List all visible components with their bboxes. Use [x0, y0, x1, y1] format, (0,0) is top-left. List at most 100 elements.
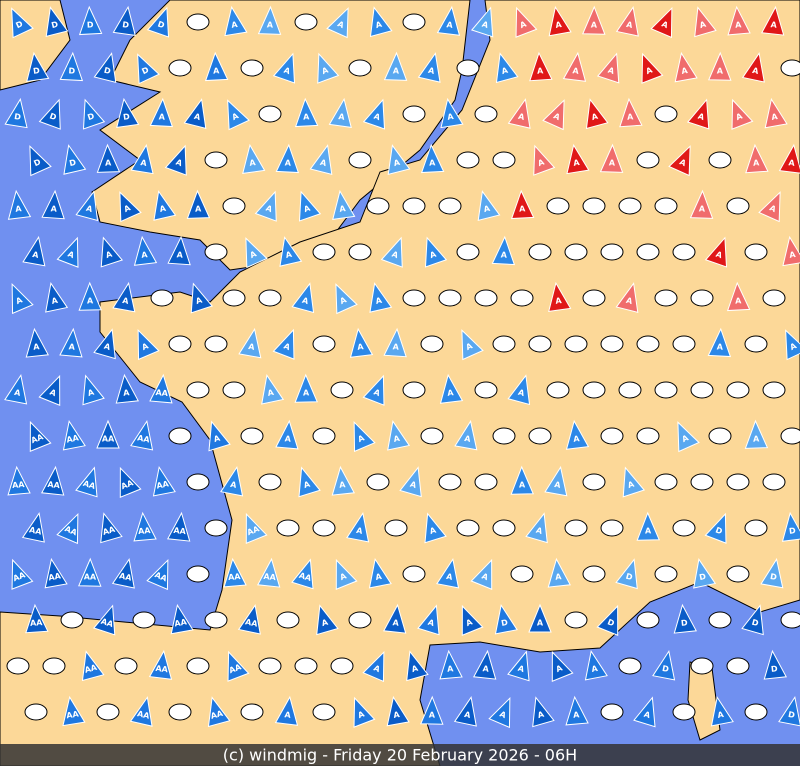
wind-triangle [744, 419, 769, 449]
calm-marker [726, 657, 750, 675]
wind-triangle [615, 558, 638, 590]
wind-triangle [331, 465, 355, 496]
wind-triangle [565, 695, 589, 726]
wind-label: A [176, 250, 184, 259]
wind-marker: A [4, 373, 28, 405]
wind-label: A [483, 204, 492, 214]
wind-marker: A [582, 5, 606, 35]
wind-triangle [275, 419, 299, 450]
calm-marker [276, 519, 300, 537]
wind-marker: D [741, 604, 764, 636]
wind-triangle [257, 5, 282, 35]
wind-label: A [285, 250, 294, 260]
wind-triangle [129, 696, 153, 727]
wind-label: A [123, 203, 133, 214]
wind-triangle [615, 282, 639, 313]
wind-triangle [294, 373, 318, 403]
wind-label: D [771, 664, 779, 674]
wind-label: AA [155, 388, 169, 398]
wind-triangle [62, 419, 86, 451]
wind-label: A [501, 66, 510, 77]
wind-triangle [387, 144, 411, 175]
wind-triangle [668, 145, 691, 177]
wind-marker: A [75, 190, 99, 222]
wind-triangle [495, 52, 519, 84]
wind-label: A [715, 250, 725, 261]
wind-triangle [279, 236, 303, 267]
wind-marker: A [424, 236, 448, 268]
wind-triangle [420, 143, 445, 174]
wind-triangle [38, 374, 61, 406]
wind-marker: A [507, 650, 530, 682]
calm-marker [402, 565, 426, 583]
wind-marker: A [369, 6, 393, 38]
wind-label: A [159, 204, 168, 214]
calm-marker [330, 381, 354, 399]
wind-label: A [122, 296, 130, 306]
wind-label: A [480, 571, 490, 582]
calm-marker [510, 565, 534, 583]
wind-label: A [87, 387, 96, 398]
calm-marker [240, 427, 264, 445]
wind-label: D [789, 526, 797, 536]
wind-marker: A [279, 236, 303, 267]
wind-marker: D [4, 97, 28, 129]
wind-triangle [75, 190, 99, 222]
calm-marker [690, 473, 714, 491]
wind-label: A [409, 480, 418, 491]
calm-marker [600, 243, 624, 261]
wind-label: A [336, 19, 346, 30]
wind-label: AA [228, 572, 242, 582]
wind-marker: A [510, 189, 535, 220]
wind-triangle [507, 650, 530, 682]
wind-label: A [447, 388, 455, 398]
wind-label: A [447, 664, 455, 674]
wind-marker: A [548, 281, 572, 313]
calm-marker [168, 427, 192, 445]
wind-marker: A [707, 327, 732, 358]
wind-triangle [383, 327, 407, 358]
wind-marker: A [622, 466, 646, 498]
wind-marker: A [204, 51, 229, 82]
wind-marker: D [763, 649, 787, 680]
wind-triangle [78, 5, 103, 36]
wind-label: D [751, 618, 760, 629]
wind-marker: D [93, 52, 117, 83]
wind-label: A [519, 204, 526, 213]
calm-marker [582, 473, 606, 491]
wind-label: A [357, 709, 367, 720]
calm-marker [312, 335, 336, 353]
wind-label: A [788, 158, 796, 168]
wind-marker: A [96, 143, 121, 173]
calm-marker [168, 59, 192, 77]
wind-label: A [373, 112, 383, 123]
wind-marker: A [406, 650, 429, 682]
wind-marker: A [119, 191, 142, 223]
wind-triangle [82, 98, 106, 130]
wind-triangle [362, 650, 385, 683]
wind-triangle [328, 97, 352, 129]
wind-label: D [714, 525, 724, 536]
wind-marker: A [533, 144, 556, 176]
calm-marker [186, 381, 210, 399]
wind-triangle [93, 52, 117, 83]
wind-label: A [555, 572, 563, 582]
calm-marker [672, 335, 696, 353]
wind-label: A [735, 20, 743, 30]
wind-label: A [32, 250, 40, 260]
wind-triangle [111, 558, 135, 589]
wind-triangle [237, 604, 261, 635]
wind-marker: A [332, 189, 356, 221]
wind-label: A [48, 387, 58, 398]
wind-label: A [375, 20, 384, 31]
wind-marker: D [146, 6, 170, 38]
calm-marker [672, 519, 696, 537]
wind-triangle [25, 603, 49, 634]
wind-label: D [769, 572, 777, 582]
calm-marker [456, 59, 480, 77]
wind-triangle [582, 5, 606, 35]
wind-label: A [573, 434, 581, 444]
wind-label: A [372, 387, 382, 398]
wind-label: A [141, 341, 151, 352]
wind-marker: A [298, 190, 322, 222]
